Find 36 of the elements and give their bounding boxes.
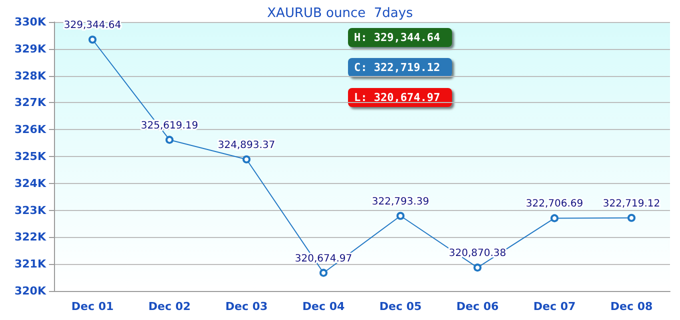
x-tick-label: Dec 05 bbox=[379, 300, 422, 313]
y-tick-label: 320K bbox=[14, 284, 46, 298]
y-tick-label: 329K bbox=[14, 42, 46, 56]
point bbox=[166, 136, 174, 144]
annotation: H: 329,344.64 bbox=[354, 31, 440, 44]
point bbox=[396, 212, 404, 220]
x-tick-label: Dec 07 bbox=[533, 300, 576, 313]
point bbox=[550, 214, 558, 222]
point bbox=[320, 268, 328, 277]
point bbox=[628, 214, 636, 222]
x-tick-label: Dec 04 bbox=[302, 300, 345, 313]
y-tick-label: 328K bbox=[14, 69, 46, 82]
data-label: 324,893.37 bbox=[218, 140, 276, 151]
x-tick-label: Dec 08 bbox=[610, 300, 653, 313]
x-tick-label: Dec 01 bbox=[71, 300, 114, 313]
y-tick-label: 330K bbox=[14, 16, 46, 28]
x-tick-label: Dec 02 bbox=[148, 300, 191, 313]
point bbox=[474, 264, 482, 272]
y-tick-label: 323K bbox=[14, 204, 46, 217]
data-label: 329,344.64 bbox=[64, 20, 122, 32]
x-tick-label: Dec 06 bbox=[456, 300, 499, 313]
annotation: L: 320,674.97 bbox=[354, 91, 440, 104]
y-tick-label: 326K bbox=[14, 123, 46, 136]
point bbox=[88, 36, 96, 44]
data-label: 322,706.69 bbox=[526, 198, 584, 210]
y-tick-label: 325K bbox=[14, 150, 46, 163]
y-tick-label: 324K bbox=[14, 176, 46, 190]
annotation: C: 322,719.12 bbox=[354, 61, 440, 74]
data-label: 322,793.39 bbox=[372, 196, 430, 208]
data-label: 322,719.12 bbox=[602, 198, 660, 210]
y-tick-label: 322K bbox=[14, 230, 46, 244]
point bbox=[242, 155, 250, 164]
y-tick-label: 327K bbox=[14, 96, 46, 110]
y-tick-label: 321K bbox=[14, 258, 46, 271]
x-tick-label: Dec 03 bbox=[225, 300, 268, 313]
chart-title: XAURUB ounce 7days bbox=[267, 6, 414, 21]
